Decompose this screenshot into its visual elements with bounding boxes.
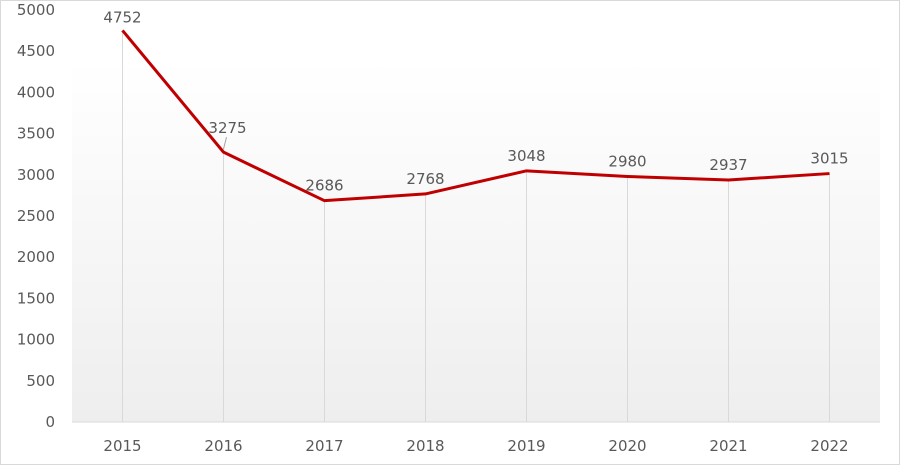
y-tick-label: 0 xyxy=(45,413,55,431)
y-tick-label: 5000 xyxy=(17,1,55,19)
x-tick-label: 2016 xyxy=(204,437,242,455)
data-label: 4752 xyxy=(103,8,141,26)
data-label: 2686 xyxy=(305,177,343,195)
x-axis: 2015 2016 2017 2018 2019 2020 2021 2022 xyxy=(103,437,848,455)
data-label: 2768 xyxy=(406,170,444,188)
y-tick-label: 4500 xyxy=(17,42,55,60)
data-label: 2937 xyxy=(709,156,747,174)
label-leader-line xyxy=(223,137,227,150)
data-label: 3015 xyxy=(810,150,848,168)
data-label: 2980 xyxy=(608,152,646,170)
y-axis: 0 500 1000 1500 2000 2500 3000 3500 4000 4500 5000 xyxy=(17,1,55,431)
y-tick-label: 3500 xyxy=(17,125,55,143)
y-tick-label: 500 xyxy=(26,372,55,390)
y-tick-label: 2000 xyxy=(17,248,55,266)
x-tick-label: 2021 xyxy=(709,437,747,455)
data-label: 3275 xyxy=(208,119,246,137)
y-tick-label: 3000 xyxy=(17,166,55,184)
x-tick-label: 2022 xyxy=(810,437,848,455)
series-line xyxy=(121,29,830,203)
x-tick-label: 2017 xyxy=(305,437,343,455)
drop-lines xyxy=(122,30,830,422)
data-label: 3048 xyxy=(507,147,545,165)
x-tick-label: 2018 xyxy=(406,437,444,455)
plot-area xyxy=(72,60,880,422)
x-tick-label: 2015 xyxy=(103,437,141,455)
y-tick-label: 2500 xyxy=(17,207,55,225)
y-tick-label: 4000 xyxy=(17,83,55,101)
y-tick-label: 1500 xyxy=(17,289,55,307)
x-tick-label: 2020 xyxy=(608,437,646,455)
y-tick-label: 1000 xyxy=(17,331,55,349)
data-labels: 4752 3275 2686 2768 3048 2980 2937 3015 xyxy=(103,8,848,194)
x-tick-label: 2019 xyxy=(507,437,545,455)
